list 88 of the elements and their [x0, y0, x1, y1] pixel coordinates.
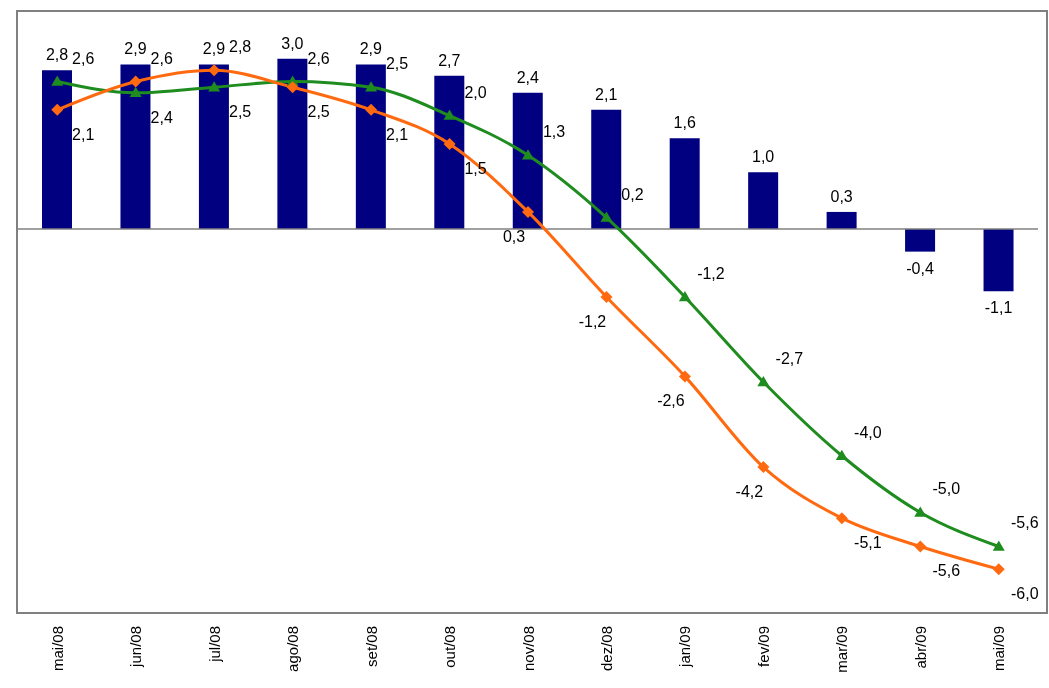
data-label: 2,4: [516, 68, 539, 86]
data-label: 2,9: [124, 40, 147, 58]
data-label: 2,5: [229, 103, 252, 121]
data-label: 3,0: [281, 34, 304, 52]
x-tick-label: out/08: [441, 626, 459, 668]
data-label: -5,6: [932, 562, 961, 580]
bar: [512, 92, 543, 229]
bar: [434, 75, 465, 229]
point: [51, 75, 64, 86]
point: [129, 86, 142, 98]
data-label: 1,3: [542, 123, 566, 141]
data-label: 2,6: [72, 49, 95, 67]
data-label: 2,9: [202, 40, 226, 58]
point: [208, 81, 221, 92]
data-label: 2,6: [150, 49, 173, 67]
data-label: 2,8: [229, 38, 252, 56]
data-label: 1,0: [752, 148, 775, 166]
data-label: 1,6: [673, 114, 696, 132]
data-label: 2,0: [464, 83, 487, 101]
x-tick-label: jul/08: [205, 626, 223, 663]
point: [992, 540, 1005, 551]
point: [286, 81, 299, 94]
data-label: 0,3: [830, 187, 853, 205]
x-tick-label: jun/08: [127, 626, 145, 668]
data-label: 0,2: [621, 185, 644, 203]
data-label: -1,2: [697, 264, 725, 282]
bar: [905, 228, 936, 252]
data-label: -2,7: [775, 350, 804, 368]
bar: [826, 211, 857, 229]
data-label: 0,3: [502, 227, 526, 245]
point: [992, 563, 1005, 576]
x-tick-label: mai/08: [48, 626, 66, 672]
x-tick-label: abr/09: [911, 626, 929, 669]
point: [835, 449, 848, 460]
bar: [355, 64, 386, 229]
point: [678, 290, 691, 302]
bar: [42, 70, 72, 229]
data-label: 2,1: [385, 125, 409, 143]
data-label: -4,2: [735, 483, 764, 501]
bar: [669, 138, 700, 229]
point: [757, 376, 770, 387]
data-label: -6,0: [1010, 585, 1039, 603]
data-label: 2,6: [307, 49, 330, 67]
data-label: -5,1: [854, 534, 882, 552]
bar: [983, 228, 1014, 292]
data-label: -5,0: [932, 480, 961, 498]
data-label: -0,4: [906, 259, 934, 277]
x-tick-label: mar/09: [833, 626, 851, 673]
point: [678, 370, 691, 383]
x-tick-label: ago/08: [284, 626, 302, 672]
point: [443, 109, 456, 120]
data-label: 2,1: [595, 85, 618, 103]
point: [835, 512, 848, 525]
data-label: 2,5: [385, 55, 409, 73]
point: [914, 540, 927, 553]
point: [757, 461, 770, 474]
data-label: 2,9: [359, 40, 383, 58]
data-label: -4,0: [854, 423, 882, 441]
bar: [748, 172, 779, 229]
point: [600, 290, 613, 303]
x-tick-label: nov/08: [519, 626, 537, 672]
bar: [198, 64, 229, 229]
point: [522, 149, 534, 160]
x-tick-label: dez/08: [597, 626, 615, 672]
data-label: 2,5: [307, 103, 330, 121]
x-tick-label: fev/09: [754, 626, 772, 667]
bar: [277, 58, 308, 229]
point: [365, 81, 378, 92]
data-label: 2,8: [45, 46, 69, 64]
point: [51, 103, 64, 116]
point: [443, 137, 456, 150]
bar: [120, 64, 151, 229]
point: [600, 211, 613, 222]
data-label: 2,1: [72, 125, 95, 143]
point: [129, 75, 142, 88]
data-label: 2,4: [150, 108, 173, 126]
x-tick-label: jan/09: [676, 626, 694, 668]
data-label: -2,6: [657, 392, 685, 410]
point: [365, 103, 378, 116]
data-label: 2,7: [438, 51, 461, 69]
x-tick-label: mai/09: [990, 626, 1008, 672]
x-tick-label: set/08: [362, 626, 380, 667]
bar: [591, 109, 622, 229]
point: [522, 205, 534, 218]
data-label: -5,6: [1010, 514, 1039, 532]
data-label: -1,2: [578, 312, 607, 330]
point: [914, 506, 927, 517]
data-label: -1,1: [984, 299, 1013, 317]
